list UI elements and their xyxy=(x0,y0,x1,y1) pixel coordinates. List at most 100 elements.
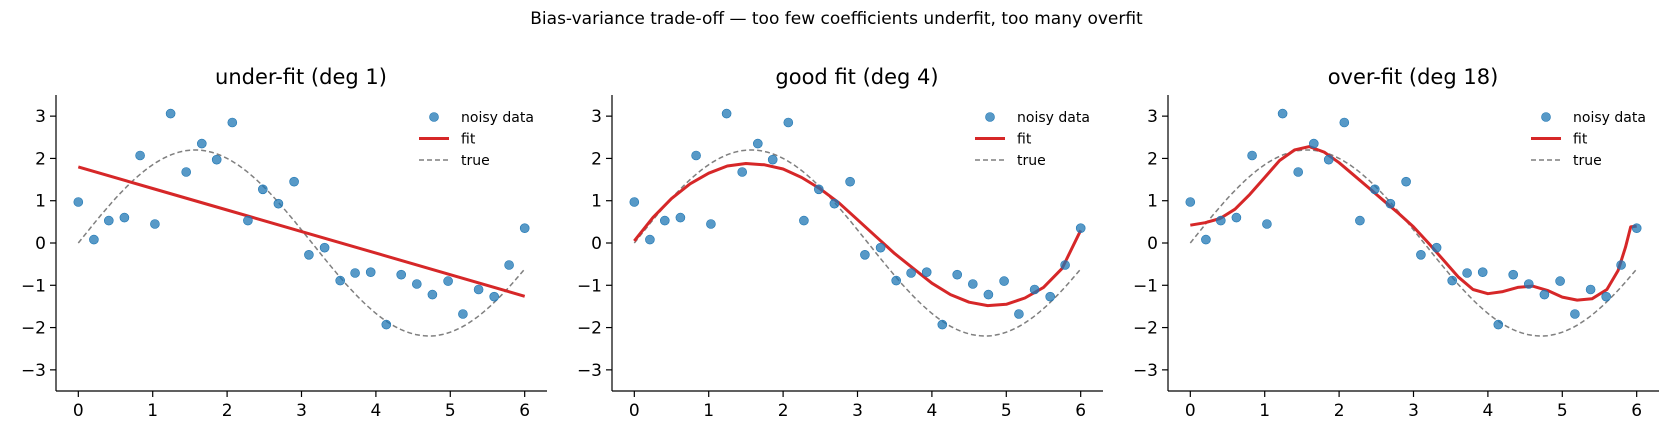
x-tick-label: 1 xyxy=(703,401,714,421)
data-point xyxy=(104,215,114,226)
y-tick-label: −1 xyxy=(577,276,602,296)
data-point xyxy=(1075,223,1086,233)
y-tick-label: −3 xyxy=(577,361,602,381)
data-point xyxy=(860,250,870,260)
x-tick-label: 6 xyxy=(1075,401,1086,421)
data-point xyxy=(1231,212,1242,223)
data-point xyxy=(1277,108,1288,119)
y-tick-label: −2 xyxy=(577,319,602,339)
data-point xyxy=(752,138,763,149)
data-point xyxy=(257,184,268,195)
data-point xyxy=(1309,138,1319,149)
data-point xyxy=(1631,223,1642,233)
data-point xyxy=(983,289,994,300)
data-point xyxy=(1508,269,1518,280)
x-tick-label: 1 xyxy=(1259,401,1270,421)
y-tick-label: −2 xyxy=(1133,319,1158,339)
data-point xyxy=(1401,176,1411,187)
data-point xyxy=(1247,150,1257,161)
subplot-title: over-fit (deg 18) xyxy=(1328,65,1499,89)
data-point xyxy=(1493,319,1504,330)
data-point xyxy=(1416,250,1426,260)
data-point xyxy=(891,275,902,286)
x-tick-label: 3 xyxy=(852,401,863,421)
fit-line xyxy=(633,162,1083,308)
data-point xyxy=(675,212,686,223)
data-point xyxy=(1570,309,1580,319)
x-tick-label: 1 xyxy=(147,401,158,421)
fit-line xyxy=(77,165,526,298)
data-point xyxy=(443,276,453,286)
data-point xyxy=(1524,279,1534,289)
x-tick-label: 4 xyxy=(1482,401,1493,421)
data-point xyxy=(1014,309,1024,319)
legend-marker-noisy-data xyxy=(985,112,995,122)
data-point xyxy=(1323,154,1334,165)
data-point xyxy=(952,269,963,280)
y-tick-label: −1 xyxy=(1133,276,1158,296)
y-tick-label: 2 xyxy=(35,149,46,169)
y-tick-label: 2 xyxy=(1147,149,1158,169)
data-point xyxy=(396,269,407,280)
data-point xyxy=(504,260,514,270)
legend-label: true xyxy=(1017,153,1046,169)
data-point xyxy=(1339,117,1350,128)
data-point xyxy=(335,275,346,286)
data-point xyxy=(243,215,253,226)
data-point xyxy=(1616,260,1626,270)
data-point xyxy=(937,319,948,330)
data-point xyxy=(967,279,978,289)
y-tick-label: 2 xyxy=(591,149,602,169)
data-point xyxy=(489,291,500,302)
x-tick-label: 0 xyxy=(73,401,84,421)
data-point xyxy=(73,197,84,207)
data-point xyxy=(1447,275,1457,286)
data-point xyxy=(350,268,360,278)
data-point xyxy=(659,215,670,226)
data-point xyxy=(1385,198,1396,209)
subplot-title: under-fit (deg 1) xyxy=(215,65,387,89)
x-tick-label: 6 xyxy=(519,401,530,421)
y-tick-label: 3 xyxy=(591,107,602,127)
data-point xyxy=(181,167,191,177)
y-tick-label: 3 xyxy=(35,107,46,127)
data-point xyxy=(875,242,886,253)
true-function-line xyxy=(77,149,526,337)
data-point xyxy=(150,219,160,229)
data-point xyxy=(473,284,484,295)
data-point xyxy=(921,267,932,278)
y-tick-label: 0 xyxy=(591,234,602,254)
data-point xyxy=(365,267,376,278)
x-tick-label: 2 xyxy=(1334,401,1345,421)
data-point xyxy=(1029,284,1040,295)
data-point xyxy=(845,176,855,187)
y-tick-label: 0 xyxy=(1147,234,1158,254)
data-point xyxy=(1477,267,1488,278)
data-point xyxy=(289,176,299,187)
data-point xyxy=(89,234,99,245)
legend: noisy data fit true xyxy=(419,110,534,169)
subplot-good-fit: good fit (deg 4) 0 1 2 3 4 5 6 −3 −2 −1 0 1 2 3 noisy … xyxy=(577,65,1103,421)
y-tick-label: −2 xyxy=(21,319,46,339)
legend-label: noisy data xyxy=(1017,110,1090,126)
x-tick-label: 3 xyxy=(1408,401,1419,421)
x-tick-label: 4 xyxy=(370,401,381,421)
legend-label: fit xyxy=(461,132,476,148)
data-point xyxy=(1585,284,1596,295)
data-point xyxy=(721,108,732,119)
data-point xyxy=(1601,291,1611,302)
x-tick-label: 2 xyxy=(778,401,789,421)
x-tick-label: 4 xyxy=(926,401,937,421)
true-function-line xyxy=(1189,149,1638,337)
data-point xyxy=(629,197,640,207)
y-tick-label: 0 xyxy=(35,234,46,254)
x-tick-label: 2 xyxy=(222,401,233,421)
data-point xyxy=(1539,289,1550,300)
data-point xyxy=(1370,184,1380,195)
subplot-title: good fit (deg 4) xyxy=(775,65,938,89)
x-tick-label: 5 xyxy=(1001,401,1012,421)
x-tick-label: 0 xyxy=(1185,401,1196,421)
data-point xyxy=(165,108,176,119)
data-point xyxy=(519,223,530,233)
